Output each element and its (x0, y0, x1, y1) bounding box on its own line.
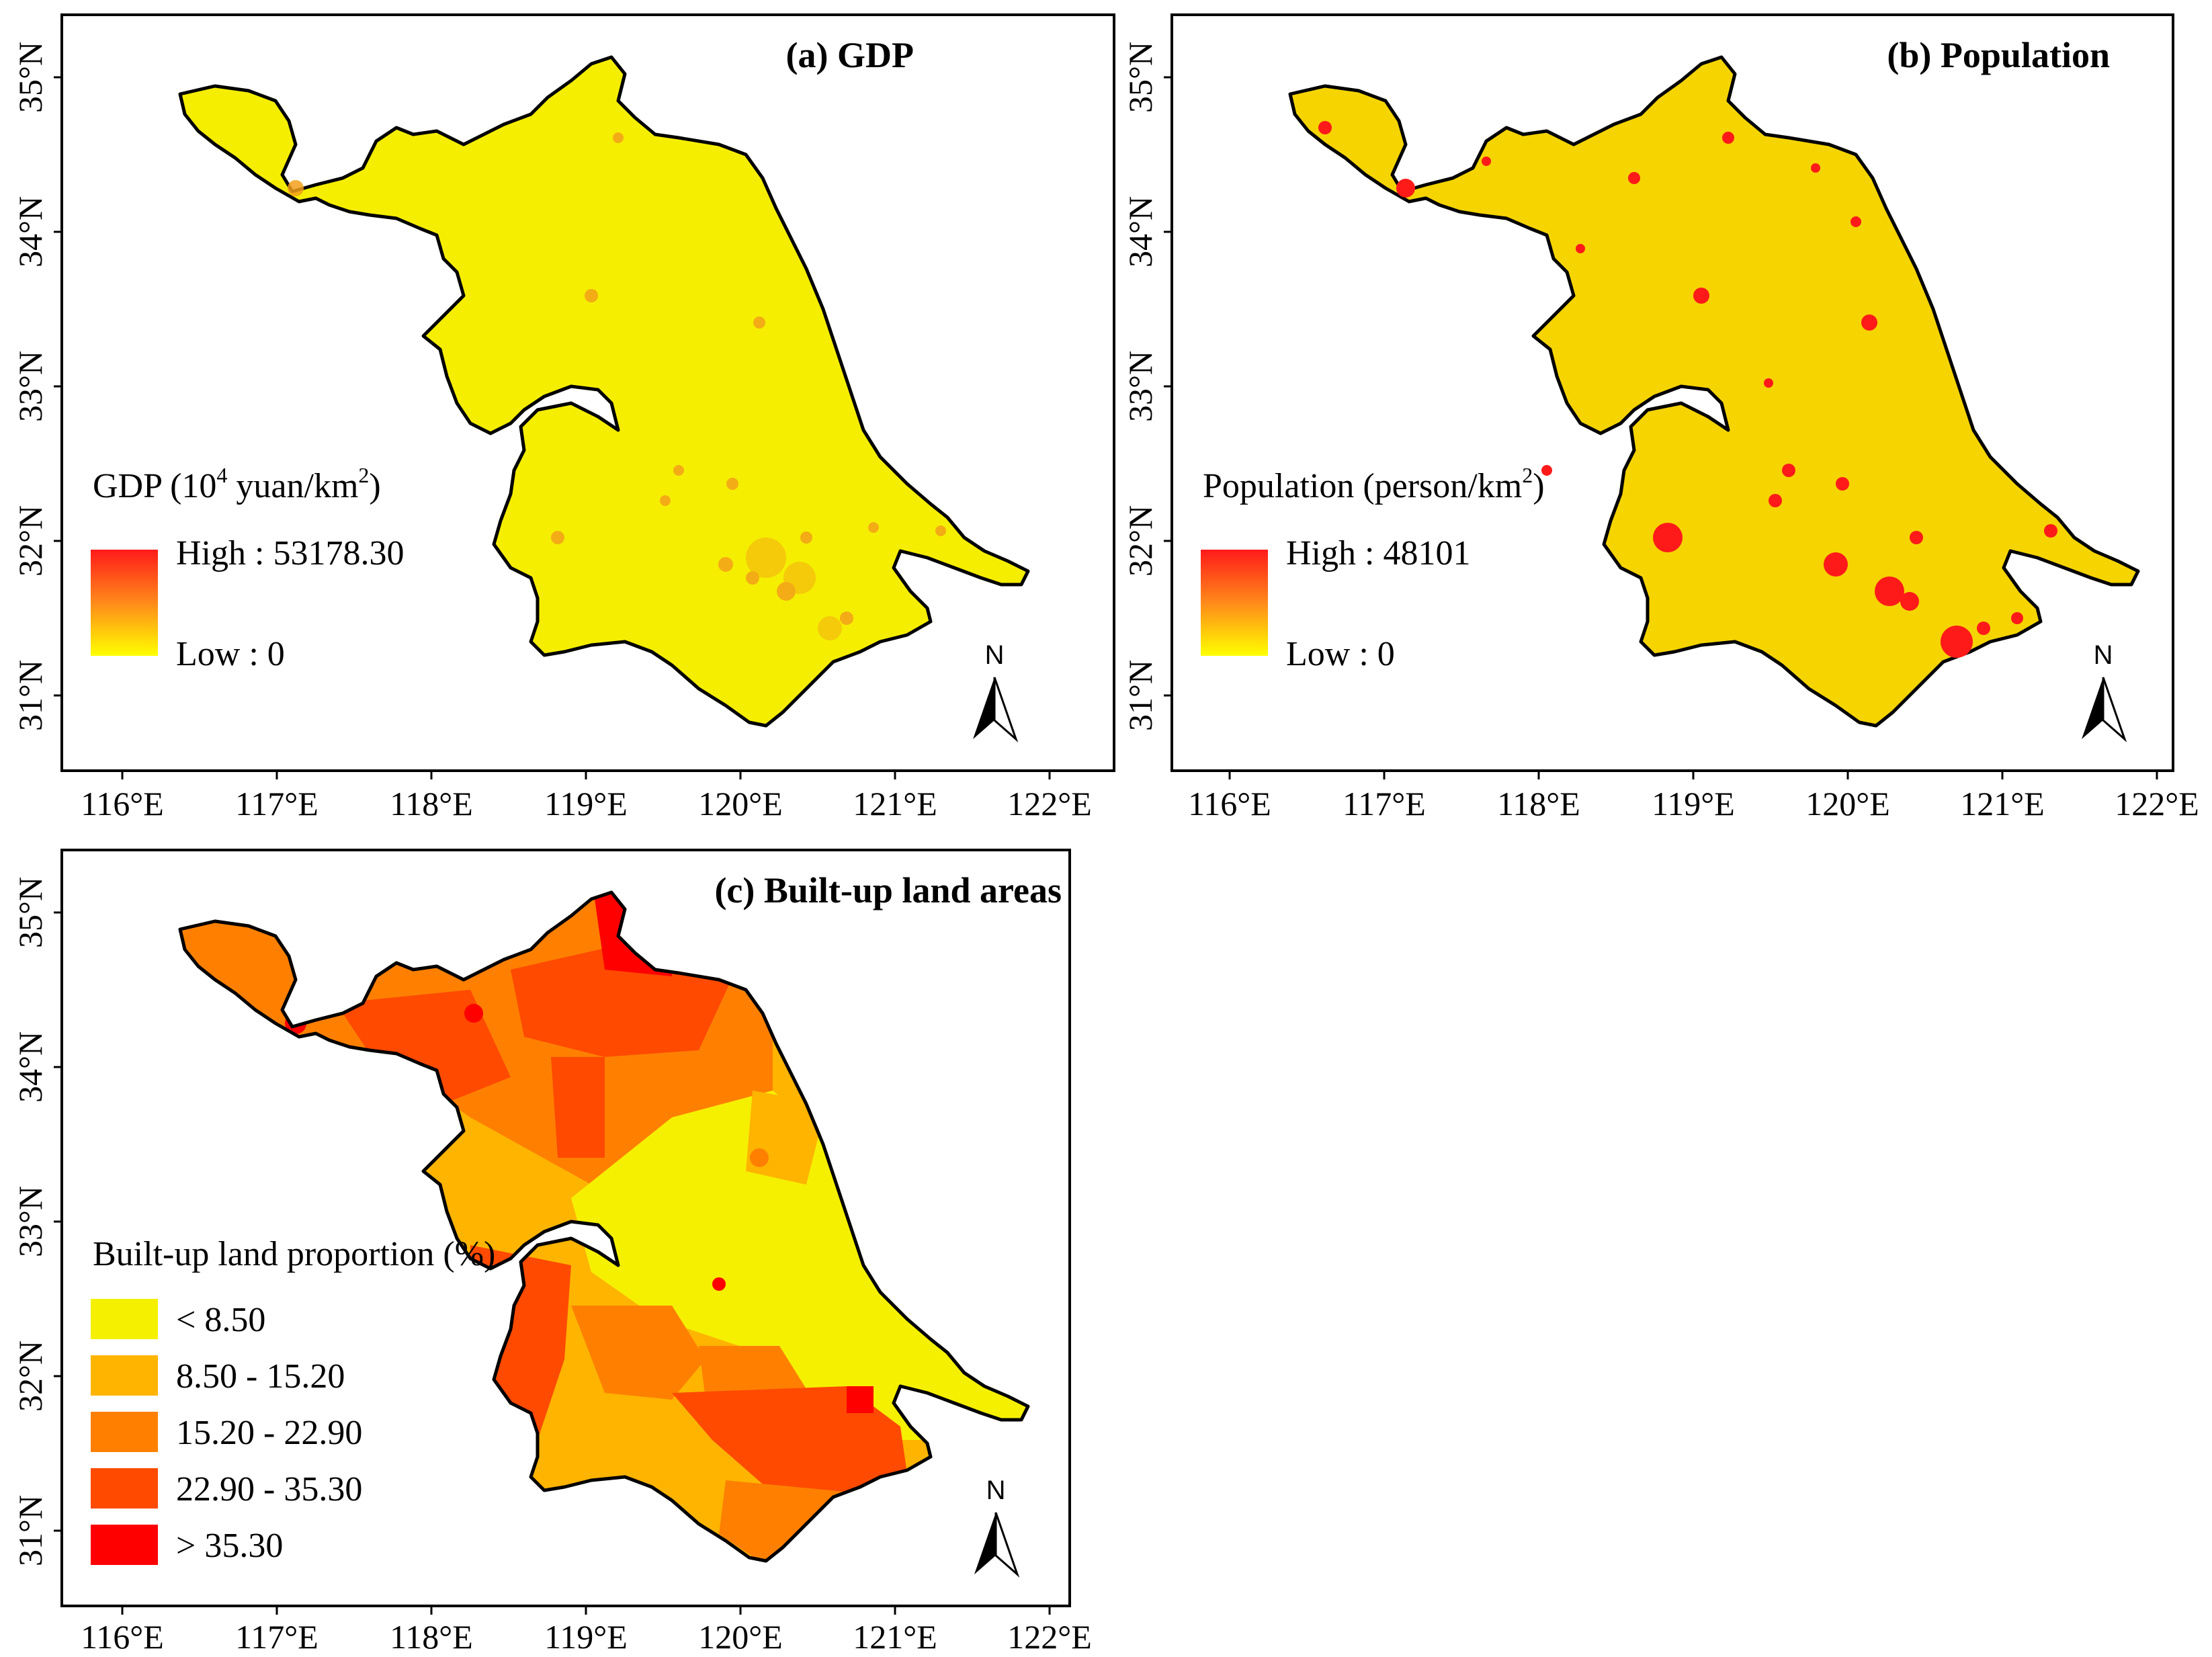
svg-text:119°E: 119°E (544, 785, 628, 822)
svg-text:N: N (986, 1476, 1006, 1505)
svg-text:N: N (2094, 640, 2113, 670)
legend-high-label: High : 53178.30 (176, 534, 404, 572)
svg-text:34°N: 34°N (11, 196, 49, 267)
legend-title: GDP (104 yuan/km2) (93, 463, 381, 505)
lon-axis: 116°E 117°E 118°E 119°E 120°E 121°E 122°… (81, 771, 1092, 822)
svg-text:120°E: 120°E (1805, 785, 1890, 822)
legend-title: Population (person/km2) (1203, 463, 1545, 505)
legend-low-label: Low : 0 (1286, 635, 1395, 673)
legend-title: Built-up land proportion (%) (93, 1235, 495, 1273)
svg-text:33°N: 33°N (1121, 351, 1159, 422)
panel-title: (b) Population (1887, 35, 2110, 75)
gdp-hotspots (288, 132, 946, 640)
svg-text:33°N: 33°N (11, 1186, 49, 1257)
svg-text:120°E: 120°E (698, 1618, 783, 1656)
svg-text:35°N: 35°N (11, 877, 49, 948)
lat-axis: 35°N 34°N 33°N 32°N 31°N (1121, 42, 1172, 731)
legend-swatch (91, 1468, 158, 1509)
legend-swatch (91, 1299, 158, 1339)
lon-axis: 116°E 117°E 118°E 119°E 120°E 121°E 122°… (1188, 771, 2199, 822)
svg-text:31°N: 31°N (11, 1495, 49, 1566)
svg-text:121°E: 121°E (853, 1618, 937, 1656)
svg-text:122°E: 122°E (1007, 1618, 1092, 1656)
legend-swatch (91, 1525, 158, 1565)
legend-class-label: 22.90 - 35.30 (176, 1470, 362, 1509)
legend-classes: < 8.50 8.50 - 15.20 15.20 - 22.90 22.90 … (91, 1299, 362, 1565)
svg-text:32°N: 32°N (1121, 505, 1159, 577)
svg-text:116°E: 116°E (1188, 785, 1271, 822)
svg-text:32°N: 32°N (11, 505, 49, 577)
legend-class-label: 15.20 - 22.90 (176, 1414, 362, 1452)
legend-class-label: < 8.50 (176, 1301, 265, 1339)
legend-high-label: High : 48101 (1286, 534, 1470, 572)
svg-text:118°E: 118°E (1497, 785, 1580, 822)
lat-axis: 35°N 34°N 33°N 32°N 31°N (11, 42, 62, 731)
population-hotspots (1318, 121, 2057, 658)
svg-text:116°E: 116°E (81, 1618, 164, 1656)
svg-text:34°N: 34°N (11, 1031, 49, 1103)
panel-builtup: (c) Built-up land areas Built-up land pr… (11, 849, 1092, 1656)
svg-text:121°E: 121°E (1960, 785, 2045, 822)
svg-text:122°E: 122°E (1007, 785, 1092, 822)
legend-swatch (91, 1412, 158, 1452)
legend-swatch (91, 1355, 158, 1396)
lat-axis: 35°N 34°N 33°N 32°N 31°N (11, 877, 62, 1566)
svg-text:31°N: 31°N (1121, 660, 1159, 731)
svg-text:34°N: 34°N (1121, 196, 1159, 267)
svg-text:116°E: 116°E (81, 785, 164, 822)
svg-text:119°E: 119°E (1652, 785, 1735, 822)
svg-text:121°E: 121°E (853, 785, 937, 822)
svg-text:118°E: 118°E (390, 785, 473, 822)
svg-text:117°E: 117°E (1343, 785, 1426, 822)
svg-text:119°E: 119°E (544, 1618, 628, 1656)
svg-text:35°N: 35°N (11, 42, 49, 113)
north-arrow: N (973, 640, 1019, 742)
svg-text:117°E: 117°E (235, 1618, 318, 1656)
svg-text:33°N: 33°N (11, 351, 49, 422)
svg-text:31°N: 31°N (11, 660, 49, 731)
panel-population: (b) Population Population (person/km2) H… (1121, 13, 2199, 822)
north-arrow: N (2082, 640, 2127, 742)
svg-text:32°N: 32°N (11, 1341, 49, 1412)
north-arrow: N (974, 1476, 1020, 1578)
panel-gdp: (a) GDP GDP (104 yuan/km2) High : 53178.… (11, 13, 1115, 822)
legend-class-label: 8.50 - 15.20 (176, 1357, 345, 1396)
lon-axis: 116°E 117°E 118°E 119°E 120°E 121°E 122°… (81, 1606, 1092, 1656)
svg-text:118°E: 118°E (390, 1618, 473, 1656)
svg-text:N: N (985, 640, 1005, 670)
legend-color-ramp (1201, 550, 1268, 656)
svg-text:117°E: 117°E (235, 785, 318, 822)
panel-title: (c) Built-up land areas (714, 870, 1062, 910)
svg-text:120°E: 120°E (698, 785, 783, 822)
svg-text:122°E: 122°E (2115, 785, 2199, 822)
legend-color-ramp (91, 550, 158, 656)
legend-class-label: > 35.30 (176, 1527, 283, 1565)
svg-text:35°N: 35°N (1121, 42, 1159, 113)
panel-title: (a) GDP (786, 35, 914, 75)
legend-low-label: Low : 0 (176, 635, 285, 673)
